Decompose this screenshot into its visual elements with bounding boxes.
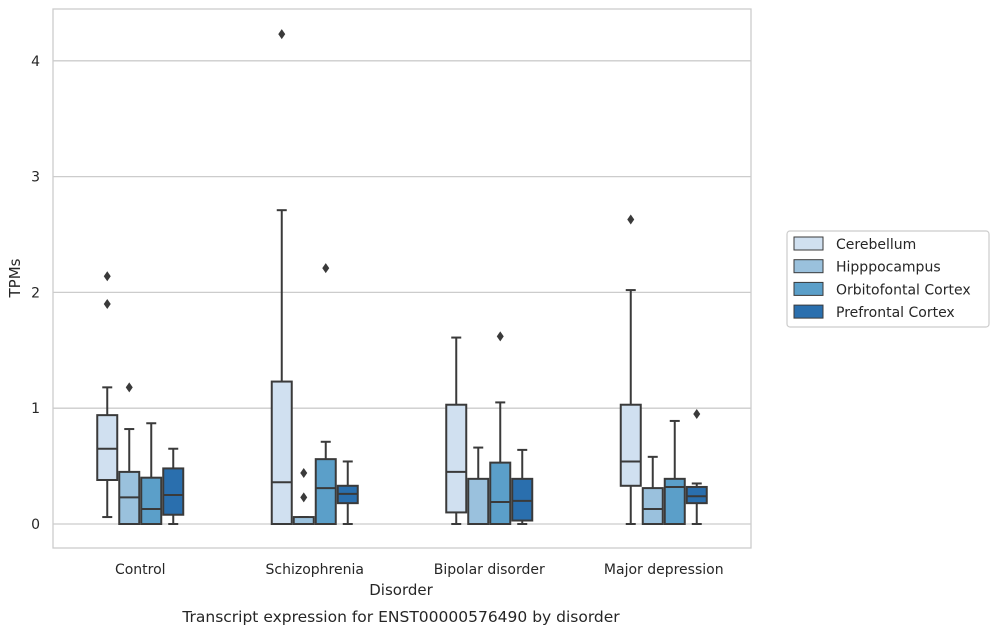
legend-swatch (793, 236, 824, 251)
box-prefrontal-cortex (685, 408, 708, 525)
box-orbitofontal-cortex (663, 419, 686, 526)
legend-item: Cerebellum (793, 236, 916, 253)
legend-swatch (793, 259, 824, 274)
y-tick-label: 4 (31, 54, 40, 70)
legend-label: Orbitofontal Cortex (836, 282, 971, 298)
y-tick-label: 3 (31, 170, 40, 186)
legend: Cerebellum Hipppocampus Orbitofontal Corte… (786, 230, 990, 328)
box (641, 487, 664, 525)
box (140, 476, 163, 525)
outlier-point (627, 214, 635, 225)
legend-label: Cerebellum (836, 237, 916, 253)
outlier-point (278, 29, 286, 40)
box (685, 485, 708, 505)
outlier-point (496, 331, 504, 342)
box-prefrontal-cortex (336, 460, 359, 525)
box (314, 458, 337, 526)
x-tick-label: Control (115, 562, 166, 578)
y-tick-label: 0 (31, 517, 40, 533)
box-orbitofontal-cortex (140, 422, 163, 525)
legend-item: Hipppocampus (793, 259, 941, 276)
outlier-point (300, 468, 308, 479)
legend-frame (786, 230, 990, 328)
legend-item: Prefrontal Cortex (793, 304, 955, 321)
chart-caption: Transcript expression for ENST0000057649… (181, 608, 620, 626)
y-tick-label: 1 (31, 401, 40, 417)
outlier-point (103, 271, 111, 282)
box (619, 403, 642, 487)
box-hipppocampus (292, 468, 315, 526)
box (292, 516, 315, 526)
legend-swatch (793, 281, 824, 296)
x-axis-ticks: Control Schizophrenia Bipolar disorder Majo… (115, 562, 724, 578)
box-prefrontal-cortex (162, 447, 185, 525)
box-hipppocampus (467, 446, 490, 526)
box (445, 403, 468, 514)
y-tick-label: 2 (31, 285, 40, 301)
box (467, 477, 490, 526)
outlier-point (125, 382, 133, 393)
box-cerebellum (619, 214, 642, 525)
box (663, 477, 686, 526)
x-tick-label: Schizophrenia (266, 562, 364, 578)
y-axis-label: TPMs (6, 258, 24, 298)
box (162, 467, 185, 516)
box-prefrontal-cortex (511, 448, 534, 525)
box-orbitofontal-cortex (314, 263, 337, 526)
y-axis-ticks: 0 1 2 3 4 (31, 54, 40, 533)
box-hipppocampus (118, 382, 141, 526)
outlier-point (300, 492, 308, 503)
legend-swatch (793, 304, 824, 319)
legend-item: Orbitofontal Cortex (793, 281, 971, 298)
outlier-point (103, 298, 111, 309)
x-axis-label: Disorder (369, 581, 433, 599)
legend-label: Hipppocampus (836, 260, 941, 276)
plot-area-frame (52, 8, 752, 549)
outlier-point (693, 408, 701, 419)
box (96, 414, 119, 481)
box-cerebellum (96, 271, 119, 519)
x-tick-label: Bipolar disorder (434, 562, 545, 578)
box (270, 380, 293, 526)
box-orbitofontal-cortex (489, 331, 512, 526)
box-cerebellum (270, 29, 293, 526)
gridlines (53, 60, 751, 525)
legend-label: Prefrontal Cortex (836, 305, 955, 321)
outlier-point (322, 263, 330, 274)
box-cerebellum (445, 336, 468, 525)
x-tick-label: Major depression (604, 562, 724, 578)
box (511, 477, 534, 522)
box (489, 461, 512, 526)
box-hipppocampus (641, 455, 664, 525)
box-groups (96, 29, 708, 526)
